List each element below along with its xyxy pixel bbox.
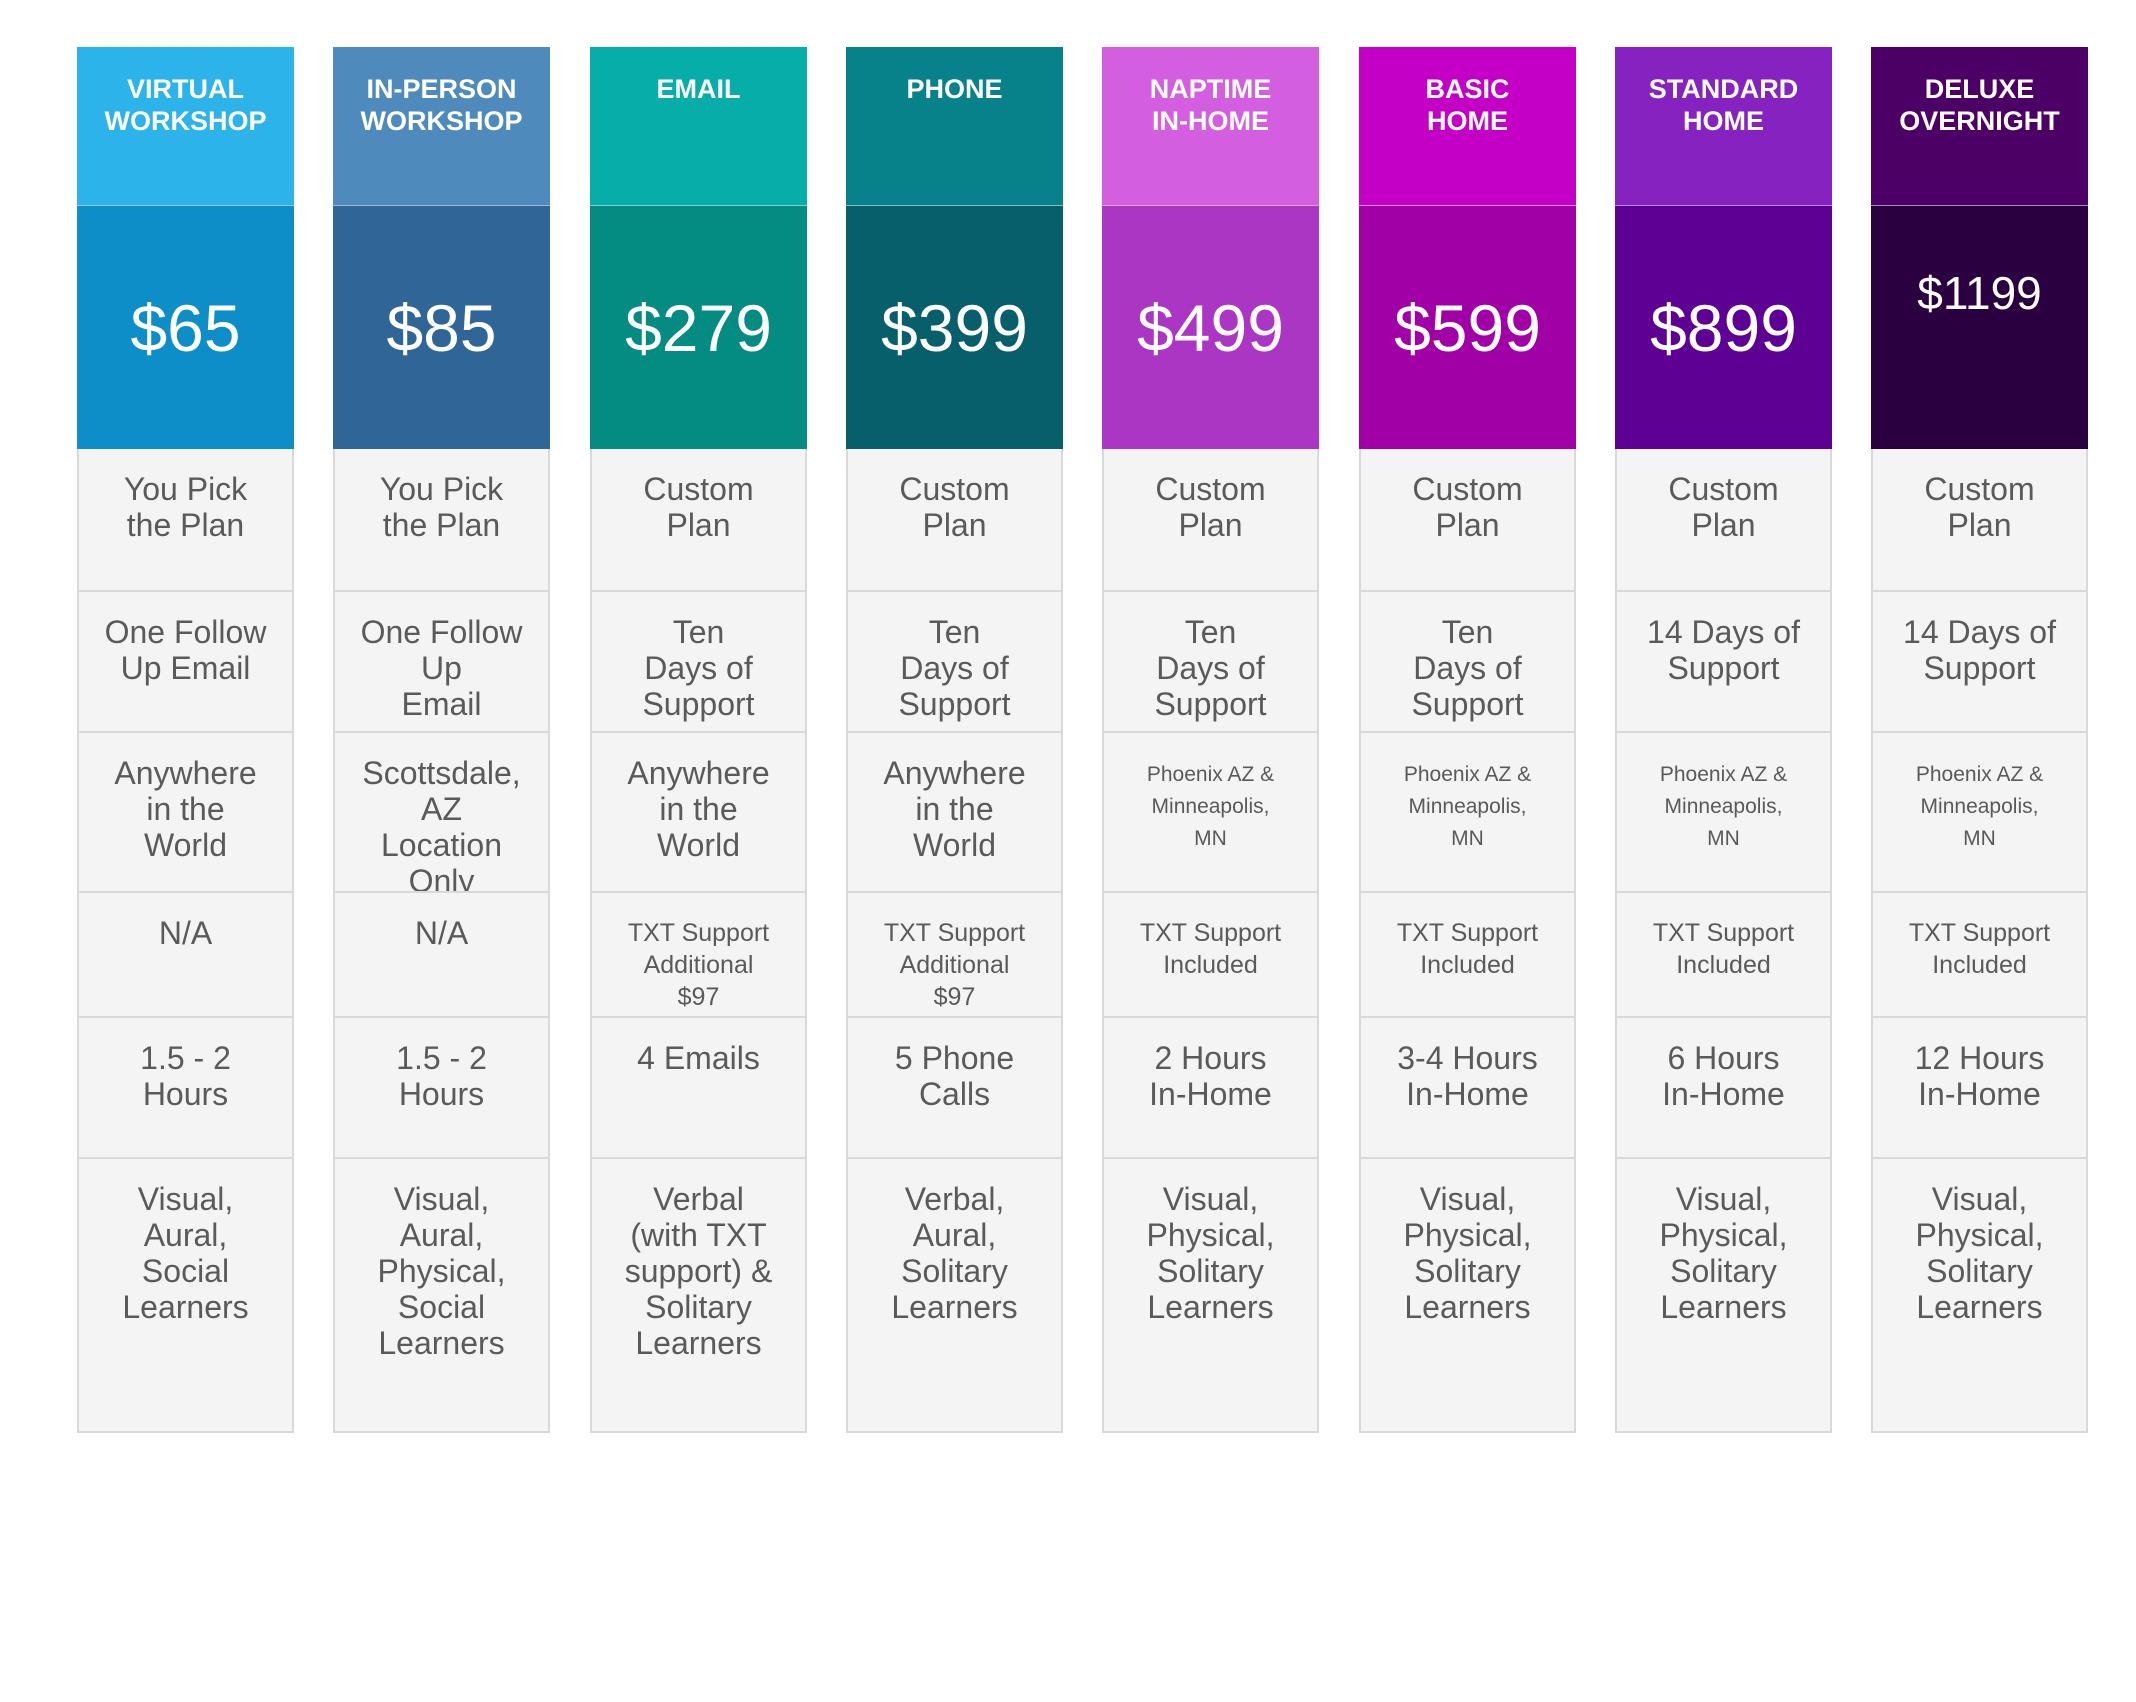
plan-txt-support: TXT Support Included (1873, 891, 2086, 1016)
plan-location: Scottsdale, AZ Location Only (335, 731, 548, 891)
plan-type: You Pick the Plan (123, 471, 248, 543)
plan-details: Custom Plan Ten Days of Support Phoenix … (1102, 449, 1319, 1433)
plan-time: 5 Phone Calls (848, 1016, 1061, 1157)
plan-txt-support: TXT Support Additional $97 (592, 891, 805, 1016)
plan-details: Custom Plan Ten Days of Support Anywhere… (846, 449, 1063, 1433)
plan-learners: Visual, Aural, Social Learners (79, 1157, 292, 1431)
plan-txt-support: TXT Support Included (1361, 891, 1574, 1016)
plan-time: 3-4 Hours In-Home (1361, 1016, 1574, 1157)
plan-column: PHONE $399 Custom Plan Ten Days of Suppo… (846, 47, 1063, 1433)
plan-txt-support: N/A (79, 891, 292, 1016)
plan-column: DELUXE OVERNIGHT $1199 Custom Plan 14 Da… (1871, 47, 2088, 1433)
plan-support: 14 Days of Support (1617, 590, 1830, 731)
plan-time: 12 Hours In-Home (1873, 1016, 2086, 1157)
plan-support: 14 Days of Support (1873, 590, 2086, 731)
plan-column: IN-PERSON WORKSHOP $85 You Pick the Plan… (333, 47, 550, 1433)
plan-location: Phoenix AZ & Minneapolis, MN (1617, 731, 1830, 891)
plan-type: You Pick the Plan (379, 471, 504, 543)
plan-price: $899 (1615, 205, 1832, 449)
plan-type: Custom Plan (1412, 471, 1523, 543)
plan-type: Custom Plan (643, 471, 754, 543)
plan-type: Custom Plan (1668, 471, 1779, 543)
plan-column: BASIC HOME $599 Custom Plan Ten Days of … (1359, 47, 1576, 1433)
plan-time: 4 Emails (592, 1016, 805, 1157)
plan-name: DELUXE OVERNIGHT (1871, 47, 2088, 205)
plan-details: You Pick the Plan One Follow Up Email Sc… (333, 449, 550, 1433)
plan-txt-support: N/A (335, 891, 548, 1016)
plan-price: $85 (333, 205, 550, 449)
plan-price: $1199 (1871, 205, 2088, 449)
plan-learners: Visual, Physical, Solitary Learners (1361, 1157, 1574, 1431)
plan-support: Ten Days of Support (1361, 590, 1574, 731)
plan-learners: Visual, Physical, Solitary Learners (1617, 1157, 1830, 1431)
plan-details: Custom Plan 14 Days of Support Phoenix A… (1615, 449, 1832, 1433)
plan-name: STANDARD HOME (1615, 47, 1832, 205)
plan-name: BASIC HOME (1359, 47, 1576, 205)
plan-learners: Verbal (with TXT support) & Solitary Lea… (592, 1157, 805, 1431)
plan-column: NAPTIME IN-HOME $499 Custom Plan Ten Day… (1102, 47, 1319, 1433)
plan-learners: Visual, Physical, Solitary Learners (1104, 1157, 1317, 1431)
plan-learners: Verbal, Aural, Solitary Learners (848, 1157, 1061, 1431)
plan-name: PHONE (846, 47, 1063, 205)
plan-location: Anywhere in the World (848, 731, 1061, 891)
plan-details: Custom Plan Ten Days of Support Anywhere… (590, 449, 807, 1433)
plan-txt-support: TXT Support Included (1617, 891, 1830, 1016)
plan-support: Ten Days of Support (848, 590, 1061, 731)
plan-name: IN-PERSON WORKSHOP (333, 47, 550, 205)
plan-txt-support: TXT Support Additional $97 (848, 891, 1061, 1016)
plan-column: EMAIL $279 Custom Plan Ten Days of Suppo… (590, 47, 807, 1433)
plan-support: Ten Days of Support (592, 590, 805, 731)
plan-type: Custom Plan (899, 471, 1010, 543)
plan-type: Custom Plan (1924, 471, 2035, 543)
plan-price: $279 (590, 205, 807, 449)
plan-location: Phoenix AZ & Minneapolis, MN (1104, 731, 1317, 891)
plan-name: EMAIL (590, 47, 807, 205)
plan-type: Custom Plan (1155, 471, 1266, 543)
plan-price: $599 (1359, 205, 1576, 449)
plan-txt-support: TXT Support Included (1104, 891, 1317, 1016)
plan-location: Anywhere in the World (79, 731, 292, 891)
plan-price: $65 (77, 205, 294, 449)
plan-name: NAPTIME IN-HOME (1102, 47, 1319, 205)
plan-location: Phoenix AZ & Minneapolis, MN (1361, 731, 1574, 891)
plan-details: Custom Plan 14 Days of Support Phoenix A… (1871, 449, 2088, 1433)
plan-price: $499 (1102, 205, 1319, 449)
plan-support: Ten Days of Support (1104, 590, 1317, 731)
plan-details: You Pick the Plan One Follow Up Email An… (77, 449, 294, 1433)
plan-learners: Visual, Aural, Physical, Social Learners (335, 1157, 548, 1431)
plan-learners: Visual, Physical, Solitary Learners (1873, 1157, 2086, 1431)
plan-price: $399 (846, 205, 1063, 449)
plan-column: STANDARD HOME $899 Custom Plan 14 Days o… (1615, 47, 1832, 1433)
plan-time: 1.5 - 2 Hours (79, 1016, 292, 1157)
plan-location: Anywhere in the World (592, 731, 805, 891)
plan-time: 6 Hours In-Home (1617, 1016, 1830, 1157)
plan-support: One Follow Up Email (335, 590, 548, 731)
plan-name: VIRTUAL WORKSHOP (77, 47, 294, 205)
plan-column: VIRTUAL WORKSHOP $65 You Pick the Plan O… (77, 47, 294, 1433)
plan-details: Custom Plan Ten Days of Support Phoenix … (1359, 449, 1576, 1433)
plan-support: One Follow Up Email (79, 590, 292, 731)
plan-time: 2 Hours In-Home (1104, 1016, 1317, 1157)
plan-location: Phoenix AZ & Minneapolis, MN (1873, 731, 2086, 891)
plan-time: 1.5 - 2 Hours (335, 1016, 548, 1157)
